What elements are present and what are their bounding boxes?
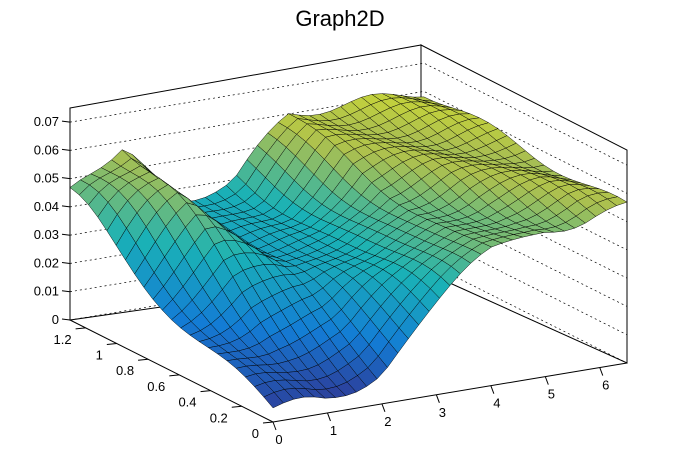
z-tick-label: 0.05 (34, 171, 59, 186)
z-tick-mark (61, 177, 71, 180)
x-tick-label: 5 (548, 387, 555, 402)
grid-line (69, 204, 628, 307)
y-tick-mark (262, 421, 274, 424)
x-tick-label: 3 (439, 405, 446, 420)
surface-cell (606, 196, 628, 206)
x-tick-label: 2 (384, 414, 391, 429)
z-tick-mark (61, 318, 71, 321)
z-tick-mark (61, 261, 71, 264)
x-tick-mark (490, 385, 495, 394)
x-tick-mark (599, 367, 604, 376)
grid-line (69, 91, 628, 194)
x-tick-label: 6 (602, 378, 609, 393)
y-tick-label: 0.8 (116, 363, 134, 378)
z-tick-label: 0.07 (34, 114, 59, 129)
x-axis-line (272, 362, 628, 423)
z-tick-mark (61, 233, 71, 236)
x-tick-mark (381, 403, 386, 413)
z-tick-label: 0.02 (34, 255, 59, 270)
x-tick-label: 0 (275, 432, 282, 447)
y-tick-mark (75, 327, 86, 330)
x-tick-label: 1 (330, 423, 337, 438)
x-tick-mark (544, 376, 549, 385)
y-tick-label: 0.6 (147, 379, 165, 394)
grid-line (69, 62, 628, 166)
x-tick-mark (326, 412, 331, 422)
grid-line (69, 232, 628, 336)
y-tick-mark (231, 405, 242, 408)
z-tick-label: 0.04 (34, 199, 59, 214)
z-tick-label: 0 (52, 312, 59, 327)
y-tick-label: 1.2 (54, 332, 72, 347)
y-tick-label: 0 (252, 426, 259, 441)
x-tick-mark (435, 394, 440, 403)
z-tick-label: 0.01 (34, 284, 59, 299)
z-tick-mark (61, 205, 71, 208)
y-tick-mark (169, 374, 180, 377)
grid-line (69, 260, 628, 364)
z-tick-mark (61, 290, 71, 293)
z-tick-label: 0.06 (34, 142, 59, 157)
x-tick-label: 4 (493, 396, 500, 411)
x-tick-mark (272, 421, 277, 431)
chart-title: Graph2D (295, 6, 384, 31)
grid-line (69, 175, 628, 279)
y-tick-label: 0.2 (210, 410, 228, 425)
y-tick-mark (138, 358, 149, 361)
y-tick-mark (106, 343, 117, 346)
z-tick-label: 0.03 (34, 227, 59, 242)
surface-mesh (69, 93, 628, 409)
axis-ticks: 0 1 2 3 4 5 6 0 0.2 0.4 0.6 0.8 1 1.2 0 0.01 0.02 0.03 0.0… (34, 114, 610, 447)
y-tick-label: 1 (96, 348, 103, 363)
z-tick-mark (61, 148, 71, 151)
y-tick-label: 0.4 (178, 395, 196, 410)
y-axis-line (69, 319, 274, 423)
y-tick-mark (200, 390, 211, 393)
z-tick-mark (61, 120, 71, 123)
